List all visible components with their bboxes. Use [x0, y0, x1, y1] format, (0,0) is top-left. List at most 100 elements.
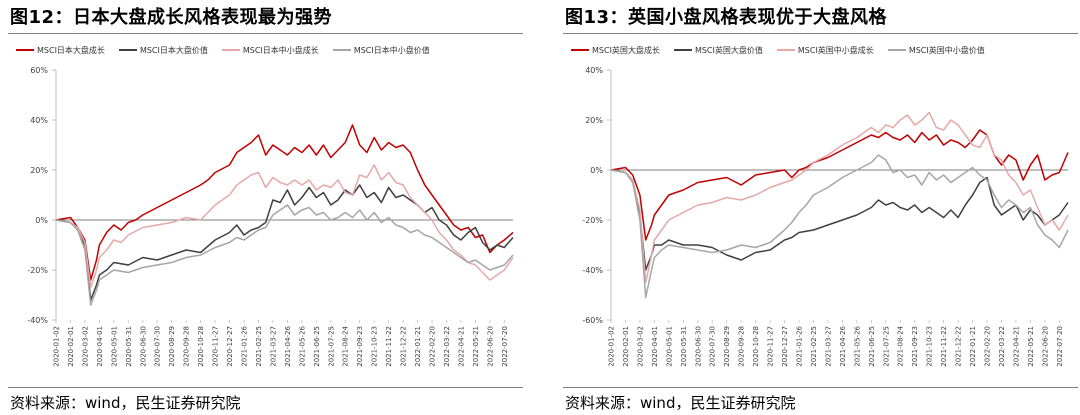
x-tick-label: 2021-03-27	[269, 326, 277, 367]
legend-label: MSCI英国大盘成长	[592, 45, 660, 55]
y-tick-label: 40%	[585, 66, 603, 75]
x-tick-label: 2021-05-26	[298, 325, 306, 366]
series-line	[610, 129, 1069, 241]
x-tick-label: 2022-03-22	[443, 326, 451, 367]
x-tick-label: 2021-01-26	[241, 325, 249, 366]
x-tick-label: 2021-03-27	[824, 326, 832, 367]
x-tick-label: 2021-11-22	[940, 326, 948, 367]
x-tick-label: 2020-03-02	[81, 326, 89, 367]
x-tick-label: 2020-11-27	[212, 326, 220, 367]
title-rule	[8, 33, 523, 34]
x-tick-label: 2022-02-20	[429, 326, 437, 367]
source-rule	[8, 387, 523, 388]
legend-swatch	[887, 49, 906, 51]
y-tick-label: 0%	[590, 166, 603, 175]
legend-swatch	[673, 49, 692, 51]
legend-item: MSCI日本中小盘成长	[221, 45, 319, 56]
series-line	[610, 111, 1069, 284]
x-tick-label: 2020-07-30	[154, 326, 162, 367]
x-tick-label: 2021-08-24	[342, 325, 350, 366]
x-tick-label: 2022-07-20	[501, 326, 509, 367]
x-tick-label: 2022-05-21	[1027, 326, 1035, 367]
legend-label: MSCI日本大盘成长	[37, 45, 105, 55]
x-tick-label: 2020-05-31	[680, 326, 688, 367]
x-tick-label: 2021-07-25	[327, 326, 335, 367]
y-tick-label: 60%	[30, 66, 48, 75]
x-tick-label: 2020-05-31	[125, 326, 133, 367]
x-tick-label: 2022-07-20	[1056, 326, 1064, 367]
x-tick-label: 2020-05-01	[110, 326, 118, 367]
x-tick-label: 2020-12-27	[226, 326, 234, 367]
x-tick-label: 2020-05-01	[665, 326, 673, 367]
legend-label: MSCI英国中小盘价值	[908, 45, 985, 55]
legend-swatch	[332, 49, 351, 51]
x-tick-label: 2020-12-27	[781, 326, 789, 367]
x-tick-label: 2020-08-29	[723, 326, 731, 367]
series-line	[55, 204, 514, 306]
source-note: 资料来源：wind，民生证券研究院	[10, 394, 241, 412]
x-tick-label: 2020-09-28	[183, 326, 191, 367]
legend-item: MSCI日本大盘成长	[16, 45, 105, 56]
x-tick-label: 2021-04-26	[839, 325, 847, 366]
x-tick-label: 2022-02-20	[984, 326, 992, 367]
x-tick-label: 2020-06-30	[139, 326, 147, 367]
figure-title: 图12：日本大盘成长风格表现最为强势	[10, 7, 333, 28]
legend-swatch	[118, 49, 137, 51]
x-tick-label: 2020-04-01	[651, 326, 659, 367]
x-tick-label: 2021-06-25	[868, 326, 876, 367]
x-tick-label: 2021-12-22	[400, 326, 408, 367]
y-tick-label: -60%	[582, 316, 603, 325]
x-tick-label: 2022-01-21	[414, 326, 422, 367]
y-tick-label: 20%	[585, 116, 603, 125]
x-tick-label: 2021-08-24	[897, 325, 905, 366]
x-tick-label: 2022-06-20	[1041, 326, 1049, 367]
chart-legend: MSCI日本大盘成长 MSCI日本大盘价值 MSCI日本中小盘成长 MSCI日本…	[16, 42, 430, 58]
legend-swatch	[16, 49, 34, 51]
x-tick-label: 2021-02-25	[255, 326, 263, 367]
legend-label: MSCI日本中小盘成长	[242, 45, 319, 55]
series-line	[610, 154, 1069, 299]
x-tick-label: 2020-01-02	[53, 326, 61, 367]
legend-label: MSCI英国中小盘成长	[797, 45, 874, 55]
x-tick-label: 2020-02-01	[67, 326, 75, 367]
x-tick-label: 2020-02-01	[622, 326, 630, 367]
series-line	[55, 124, 514, 281]
x-tick-label: 2021-05-26	[853, 325, 861, 366]
x-tick-label: 2022-04-21	[1012, 326, 1020, 367]
x-tick-label: 2021-09-23	[911, 326, 919, 367]
x-tick-label: 2022-05-21	[472, 326, 480, 367]
chart-legend: MSCI英国大盘成长 MSCI英国大盘价值 MSCI英国中小盘成长 MSCI英国…	[571, 42, 985, 58]
x-tick-label: 2021-01-26	[796, 325, 804, 366]
legend-item: MSCI日本大盘价值	[118, 45, 208, 56]
x-tick-label: 2020-09-28	[738, 326, 746, 367]
legend-label: MSCI英国大盘价值	[694, 45, 763, 55]
legend-item: MSCI英国大盘价值	[673, 45, 763, 56]
x-tick-label: 2020-08-29	[168, 326, 176, 367]
legend-item: MSCI英国中小盘价值	[887, 45, 985, 56]
legend-item: MSCI日本中小盘价值	[332, 45, 430, 56]
source-rule	[563, 387, 1078, 388]
x-tick-label: 2021-04-26	[284, 325, 292, 366]
x-tick-label: 2020-01-02	[608, 326, 616, 367]
x-tick-label: 2020-07-30	[709, 326, 717, 367]
x-tick-label: 2021-06-25	[313, 326, 321, 367]
x-tick-label: 2021-09-23	[356, 326, 364, 367]
x-tick-label: 2021-12-22	[955, 326, 963, 367]
x-tick-label: 2022-06-20	[486, 326, 494, 367]
x-tick-label: 2022-01-21	[969, 326, 977, 367]
title-rule	[563, 33, 1078, 34]
x-tick-label: 2021-11-22	[385, 326, 393, 367]
x-tick-label: 2021-10-23	[371, 326, 379, 367]
y-tick-label: -40%	[582, 266, 603, 275]
y-tick-label: -20%	[582, 216, 603, 225]
source-note: 资料来源：wind，民生证券研究院	[565, 394, 796, 412]
y-tick-label: 0%	[35, 216, 48, 225]
legend-item: MSCI英国大盘成长	[571, 45, 660, 56]
x-tick-label: 2020-10-28	[752, 326, 760, 367]
series-line	[55, 164, 514, 289]
x-tick-label: 2021-02-25	[810, 326, 818, 367]
chart-panel-uk: 图13：英国小盘风格表现优于大盘风格 MSCI英国大盘成长 MSCI英国大盘价值…	[563, 0, 1078, 415]
x-tick-label: 2020-11-27	[767, 326, 775, 367]
x-tick-label: 2020-10-28	[197, 326, 205, 367]
legend-swatch	[221, 49, 240, 51]
